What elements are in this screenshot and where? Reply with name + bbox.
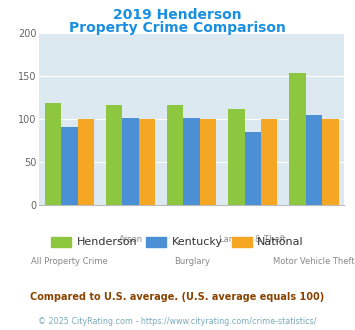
Bar [261, 119, 278, 205]
Bar [45, 103, 61, 205]
Bar [200, 119, 217, 205]
Bar [61, 127, 78, 205]
Text: Larceny & Theft: Larceny & Theft [219, 235, 286, 244]
Text: All Property Crime: All Property Crime [31, 257, 108, 266]
Bar [122, 118, 139, 205]
Bar [245, 132, 261, 205]
Legend: Henderson, Kentucky, National: Henderson, Kentucky, National [47, 232, 308, 252]
Text: Property Crime Comparison: Property Crime Comparison [69, 21, 286, 35]
Text: 2019 Henderson: 2019 Henderson [113, 8, 242, 22]
Bar [289, 73, 306, 205]
Text: © 2025 CityRating.com - https://www.cityrating.com/crime-statistics/: © 2025 CityRating.com - https://www.city… [38, 317, 317, 326]
Text: Arson: Arson [119, 235, 143, 244]
Bar [78, 119, 94, 205]
Text: Burglary: Burglary [174, 257, 210, 266]
Bar [167, 105, 184, 205]
Bar [306, 115, 322, 205]
Bar [184, 118, 200, 205]
Bar [139, 119, 155, 205]
Bar [322, 119, 339, 205]
Text: Motor Vehicle Theft: Motor Vehicle Theft [273, 257, 355, 266]
Bar [106, 105, 122, 205]
Text: Compared to U.S. average. (U.S. average equals 100): Compared to U.S. average. (U.S. average … [31, 292, 324, 302]
Bar [228, 109, 245, 205]
